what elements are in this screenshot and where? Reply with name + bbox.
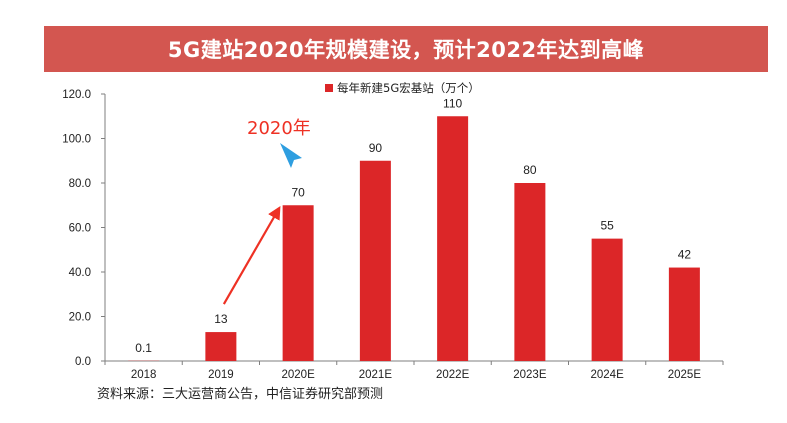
trend-arrow bbox=[222, 205, 281, 305]
data-label: 110 bbox=[443, 96, 462, 110]
title-banner: 5G建站2020年规模建设，预计2022年达到高峰 bbox=[44, 26, 768, 72]
y-tick-label: 40.0 bbox=[69, 267, 91, 279]
x-tick-label: 2018 bbox=[131, 369, 157, 381]
y-tick-label: 120.0 bbox=[62, 89, 91, 101]
value-labels: 0.1 13 70 90 110 80 55 42 bbox=[135, 96, 691, 355]
annotation: 2020年 bbox=[222, 118, 311, 305]
bar bbox=[359, 160, 391, 361]
bar bbox=[591, 238, 623, 361]
y-tick-label: 80.0 bbox=[69, 178, 91, 190]
x-tick-label: 2025E bbox=[668, 369, 702, 381]
x-tick-label: 2020E bbox=[281, 369, 315, 381]
y-tick-label: 60.0 bbox=[69, 223, 91, 235]
data-label: 0.1 bbox=[135, 341, 152, 355]
x-tick-label: 2019 bbox=[208, 369, 234, 381]
data-label: 13 bbox=[214, 312, 228, 326]
axes: 0.0 20.0 40.0 60.0 80.0 100.0 120.0 2018 2019 202… bbox=[62, 89, 724, 381]
bar bbox=[282, 205, 314, 361]
data-label: 70 bbox=[291, 185, 305, 199]
bars bbox=[128, 116, 700, 361]
x-tick-label: 2021E bbox=[359, 369, 393, 381]
chart-title: 5G建站2020年规模建设，预计2022年达到高峰 bbox=[167, 38, 645, 62]
y-tick-label: 100.0 bbox=[62, 134, 91, 146]
pointer-marker bbox=[280, 143, 302, 168]
annotation-label: 2020年 bbox=[247, 118, 311, 139]
bar bbox=[668, 267, 700, 361]
bar bbox=[437, 116, 469, 361]
data-label: 55 bbox=[600, 219, 614, 233]
bar bbox=[205, 332, 237, 361]
x-tick-label: 2023E bbox=[513, 369, 547, 381]
bar bbox=[514, 183, 546, 361]
data-label: 42 bbox=[678, 248, 692, 262]
legend: 每年新建5G宏基站（万个） bbox=[325, 81, 480, 95]
x-tick-label: 2024E bbox=[590, 369, 624, 381]
data-label: 80 bbox=[523, 163, 537, 177]
legend-swatch bbox=[325, 84, 333, 92]
y-tick-label: 20.0 bbox=[69, 312, 91, 324]
legend-label: 每年新建5G宏基站（万个） bbox=[337, 81, 480, 95]
y-tick-label: 0.0 bbox=[75, 356, 91, 368]
source-note: 资料来源：三大运营商公告，中信证券研究部预测 bbox=[97, 387, 384, 402]
x-tick-label: 2022E bbox=[436, 369, 470, 381]
data-label: 90 bbox=[369, 141, 383, 155]
